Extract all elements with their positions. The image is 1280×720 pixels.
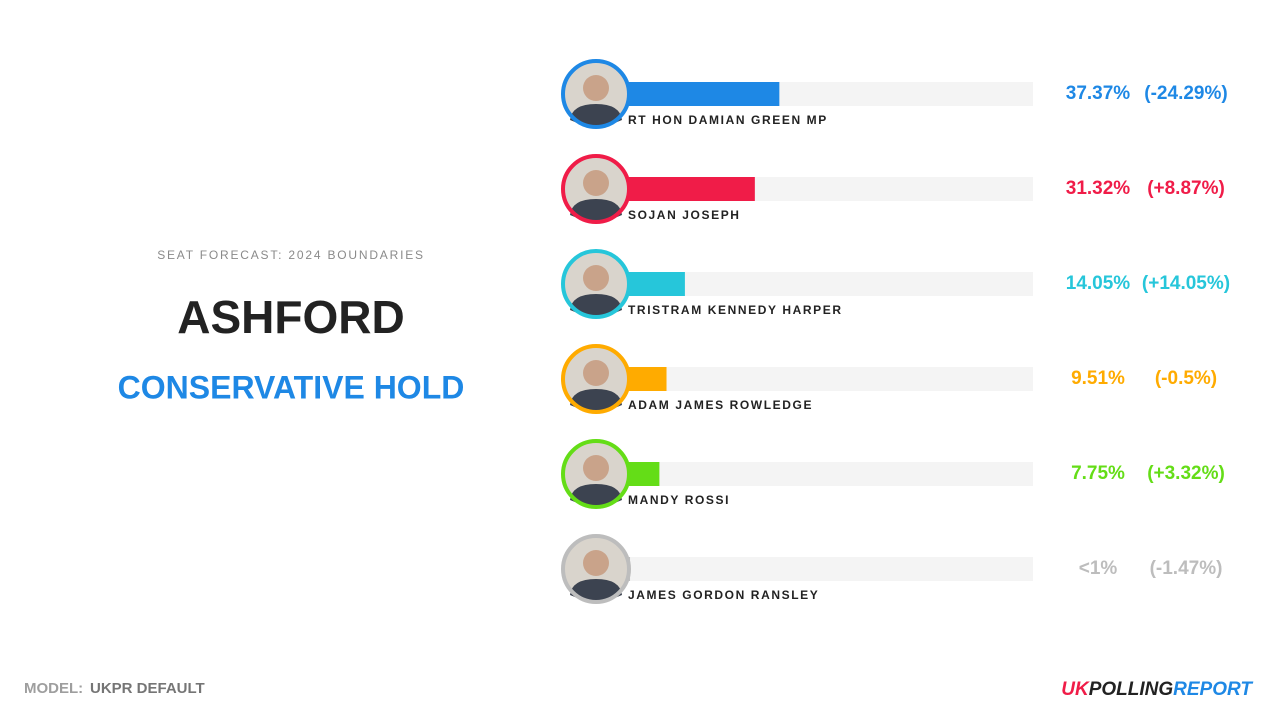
avatar-ring [561,249,631,319]
avatar [561,344,631,414]
result: CONSERVATIVE HOLD [118,369,465,405]
vote-change: (+14.05%) [1142,273,1230,294]
bar-track [628,367,1033,391]
bar [628,367,667,391]
logo-part: POLLING [1089,679,1174,700]
bar-track [628,272,1033,296]
vote-change: (+8.87%) [1147,178,1225,199]
vote-change: (-1.47%) [1150,558,1223,579]
avatar-ring [561,439,631,509]
candidate-name: SOJAN JOSEPH [628,208,741,222]
bar [628,462,660,486]
logo-part: UK [1061,679,1090,700]
avatar-ring [561,59,631,129]
model-label: MODEL: [24,680,83,697]
avatar-body [570,104,622,126]
avatar [561,249,631,319]
avatar-head [583,75,609,101]
avatar-body [570,579,622,601]
avatar [561,59,631,129]
avatar-body [570,389,622,411]
avatar-body [570,484,622,506]
bar [628,82,780,106]
candidate-name: RT HON DAMIAN GREEN MP [628,113,828,127]
bar-track [628,557,1033,581]
avatar-head [583,360,609,386]
subtitle: SEAT FORECAST: 2024 BOUNDARIES [157,248,425,262]
avatar [561,154,631,224]
vote-share: 7.75% [1071,463,1125,484]
bar [628,272,685,296]
avatar-body [570,199,622,221]
candidate-name: MANDY ROSSI [628,493,730,507]
candidate-name: TRISTRAM KENNEDY HARPER [628,303,843,317]
vote-share: 37.37% [1066,83,1131,104]
vote-change: (+3.32%) [1147,463,1225,484]
candidate-name: JAMES GORDON RANSLEY [628,588,819,602]
vote-share: 31.32% [1066,178,1131,199]
avatar-head [583,170,609,196]
avatar [561,534,631,604]
seat-name: ASHFORD [177,291,404,343]
candidate-name: ADAM JAMES ROWLEDGE [628,398,813,412]
avatar-ring [561,534,631,604]
avatar [561,439,631,509]
avatar-head [583,455,609,481]
avatar-head [583,550,609,576]
vote-change: (-0.5%) [1155,368,1217,389]
vote-share: 14.05% [1066,273,1131,294]
bar [628,177,755,201]
model-name: UKPR DEFAULT [90,680,205,697]
avatar-ring [561,344,631,414]
vote-change: (-24.29%) [1144,83,1227,104]
avatar-body [570,294,622,316]
bar-track [628,462,1033,486]
logo-part: REPORT [1173,679,1253,700]
avatar-ring [561,154,631,224]
vote-share: 9.51% [1071,368,1125,389]
logo: UKPOLLINGREPORT [1061,679,1253,700]
avatar-head [583,265,609,291]
vote-share: <1% [1079,558,1118,579]
